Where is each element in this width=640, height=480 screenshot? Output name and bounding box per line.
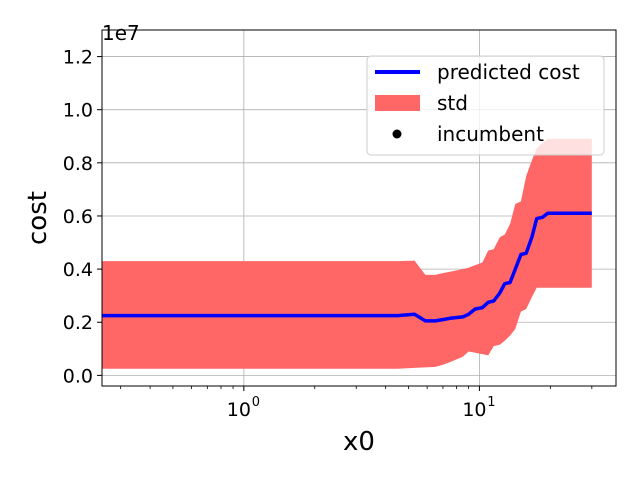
x-tick-label: 10 (462, 399, 486, 421)
y-tick-label: 0.0 (63, 365, 93, 387)
legend: predicted cost std incumbent (366, 55, 605, 156)
std-band (102, 138, 592, 369)
plot-lines (102, 211, 592, 323)
x-tick-exponent: 1 (487, 395, 495, 410)
legend-incumbent-marker (392, 129, 402, 139)
legend-box (366, 55, 605, 156)
y-tick-label: 0.2 (63, 312, 93, 334)
y-tick-label: 1.2 (63, 47, 93, 69)
plot-frame (101, 29, 617, 387)
axis-ticks: 0.00.20.40.60.81.01.210 0 10 1 (63, 47, 593, 421)
legend-std-swatch (375, 95, 420, 111)
y-tick-label: 0.4 (63, 259, 93, 281)
legend-predicted-label: predicted cost (437, 60, 580, 84)
x-tick-exponent: 0 (252, 395, 260, 410)
y-offset-label: 1e7 (102, 21, 140, 45)
legend-std-label: std (437, 91, 468, 115)
std-area (102, 138, 592, 369)
y-tick-label: 0.6 (63, 206, 93, 228)
y-tick-label: 0.8 (63, 153, 93, 175)
x-axis-label: x0 (343, 427, 375, 457)
y-tick-label: 1.0 (63, 100, 93, 122)
legend-incumbent-label: incumbent (437, 122, 544, 146)
y-axis-label: cost (23, 191, 53, 245)
predicted-cost-line (102, 211, 592, 323)
x-tick-label: 10 (227, 399, 251, 421)
